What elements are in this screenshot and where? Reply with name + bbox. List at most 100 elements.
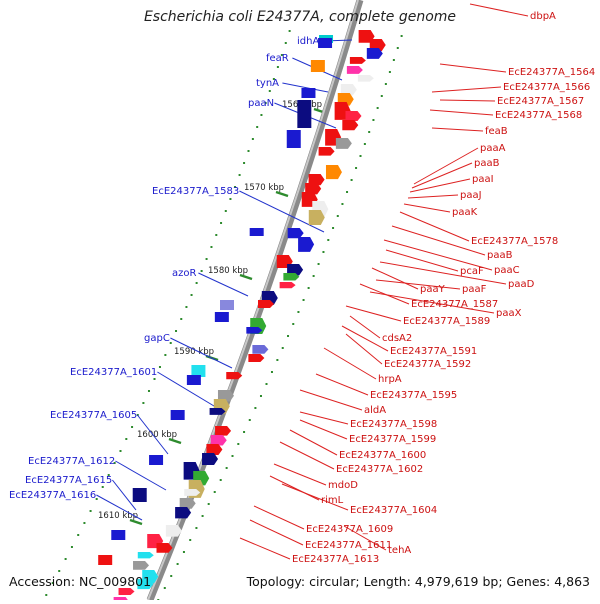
kbp-tick-mark	[239, 273, 253, 281]
minor-tick	[248, 419, 251, 421]
label-leader-line	[375, 279, 461, 290]
label-leader-line	[345, 333, 383, 365]
minor-tick	[207, 503, 210, 505]
gene-label-left: EcE24377A_1612	[28, 456, 115, 467]
minor-tick	[276, 359, 279, 361]
gene-label-right: EcE24377A_1604	[350, 505, 437, 516]
gene-label-left: idhA	[297, 36, 319, 47]
minor-tick	[336, 215, 339, 217]
gene-feature-plus	[206, 444, 223, 456]
label-leader-line	[341, 325, 389, 352]
label-leader-line	[469, 3, 529, 17]
minor-tick	[265, 383, 268, 385]
gene-label-right: EcE24377A_1587	[411, 299, 498, 310]
minor-tick	[243, 431, 246, 433]
minor-tick	[180, 318, 183, 320]
minor-tick	[363, 143, 366, 145]
gene-feature-plus	[349, 57, 366, 64]
gene-feature-plus	[308, 174, 325, 186]
gene-label-left: EcE24377A_1583	[152, 186, 239, 197]
minor-tick	[229, 198, 232, 200]
gene-feature-plus	[179, 498, 196, 509]
minor-tick	[270, 371, 273, 373]
gene-features	[98, 30, 386, 604]
minor-tick	[107, 474, 110, 476]
gene-feature-plus	[340, 84, 357, 96]
gene-label-left: azoR	[172, 268, 196, 279]
label-leader-line	[299, 411, 349, 425]
gene-label-right: paaJ	[460, 190, 482, 201]
minor-tick	[51, 582, 54, 584]
gene-label-right: EcE24377A_1613	[292, 554, 379, 565]
gene-feature-plus	[246, 327, 263, 334]
genome-summary: Topology: circular; Length: 4,979,619 bp…	[246, 574, 590, 589]
minor-tick	[225, 467, 228, 469]
label-leader-line	[391, 225, 486, 256]
minor-tick	[247, 150, 250, 152]
minor-tick	[237, 443, 240, 445]
gene-label-right: EcE24377A_1564	[508, 67, 595, 78]
label-leader-line	[315, 373, 369, 396]
gene-feature-minus	[286, 130, 301, 148]
label-leader-line	[349, 315, 381, 339]
gene-label-right: paaA	[480, 143, 506, 154]
gene-feature-plus	[357, 75, 374, 82]
gene-feature-plus	[209, 408, 226, 415]
minor-tick	[101, 486, 104, 488]
minor-tick	[158, 366, 161, 368]
label-leader-line	[289, 429, 338, 456]
gene-feature-minus	[220, 300, 234, 310]
kbp-tick-mark	[275, 190, 289, 198]
kbp-tick-mark	[168, 437, 182, 445]
minor-tick	[163, 587, 166, 589]
minor-tick	[205, 258, 208, 260]
label-leader-line	[269, 475, 320, 501]
label-leader-line	[299, 389, 363, 411]
minor-tick	[388, 71, 391, 73]
gene-label-left: EcE24377A_1616	[9, 490, 96, 501]
label-leader-line	[249, 519, 304, 546]
minor-tick	[372, 119, 375, 121]
gene-feature-plus	[279, 282, 296, 289]
minor-tick	[210, 246, 213, 248]
minor-tick	[83, 522, 86, 524]
minor-tick	[234, 186, 237, 188]
gene-label-right: pcaF	[460, 266, 484, 277]
gene-label-right: EcE24377A_1600	[339, 450, 426, 461]
gene-feature-plus	[283, 273, 300, 281]
label-leader-line	[299, 419, 348, 440]
label-leader-line	[403, 203, 451, 213]
gene-feature-plus	[287, 264, 304, 276]
minor-tick	[195, 527, 198, 529]
minor-tick	[355, 167, 358, 169]
kbp-tick-label: 1590 kbp	[174, 347, 214, 357]
minor-tick	[400, 35, 403, 37]
minor-tick	[200, 270, 203, 272]
gene-label-right: paaK	[452, 207, 478, 218]
label-leader-line	[157, 371, 225, 413]
minor-tick	[281, 347, 284, 349]
minor-tick	[350, 179, 353, 181]
label-leader-line	[239, 190, 325, 233]
gene-feature-plus	[335, 138, 352, 149]
gene-label-left: gapC	[144, 333, 170, 344]
label-leader-line	[369, 291, 495, 314]
label-leader-line	[431, 86, 502, 93]
gene-label-left: feaR	[266, 53, 289, 64]
minor-tick	[251, 138, 254, 140]
minor-tick	[256, 126, 259, 128]
gene-feature-minus	[132, 488, 147, 502]
minor-tick	[302, 299, 305, 301]
minor-tick	[169, 342, 172, 344]
label-leader-line	[115, 460, 167, 491]
minor-tick	[64, 558, 67, 560]
gene-label-right: dbpA	[530, 11, 556, 22]
minor-tick	[341, 203, 344, 205]
gene-label-right: EcE24377A_1599	[349, 434, 436, 445]
kbp-tick-label: 1600 kbp	[137, 430, 177, 440]
gene-feature-plus	[175, 507, 192, 519]
gene-feature-plus	[248, 354, 265, 362]
gene-feature-minus	[191, 365, 206, 377]
gene-feature-minus	[111, 530, 126, 540]
